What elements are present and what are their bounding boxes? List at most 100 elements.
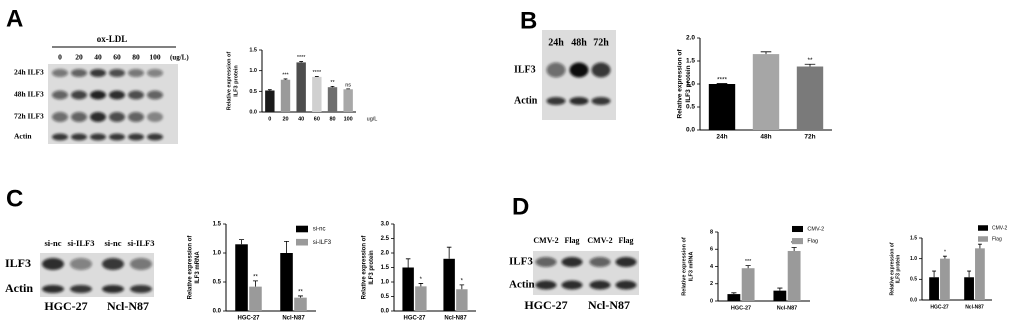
blot-band — [147, 133, 163, 141]
blot-band — [569, 97, 589, 105]
y-tick-label: 3.0 — [381, 222, 390, 228]
panel-letter: D — [512, 193, 529, 220]
x-tick-label: 72h — [804, 134, 815, 141]
blot-band — [109, 133, 125, 141]
y-tick-label: 0.5 — [249, 89, 257, 95]
blot-band — [615, 280, 637, 290]
error-bar — [267, 89, 272, 91]
blot-band — [128, 133, 144, 141]
y-tick-label: 2.5 — [381, 236, 390, 242]
significance-label: ns — [345, 82, 351, 88]
error-bar — [804, 63, 816, 67]
panel-letter: C — [6, 185, 23, 212]
blot-lane-label: 20 — [75, 53, 83, 62]
bar — [741, 268, 755, 301]
x-tick-label: 20 — [282, 116, 288, 122]
significance-label: * — [944, 250, 946, 256]
blot-header: ox-LDL — [97, 34, 128, 44]
blot-band — [615, 257, 637, 267]
bar — [787, 250, 801, 301]
y-tick-label: 1.5 — [686, 58, 695, 65]
blot-band — [71, 90, 87, 100]
error-bar — [791, 247, 797, 251]
x-tick-label: 40 — [298, 116, 304, 122]
x-axis-label: ug/L — [367, 116, 378, 122]
blot-band — [71, 69, 87, 77]
y-tick-label: 0.5 — [686, 104, 695, 111]
legend-label: Flag — [807, 239, 818, 245]
legend-label: si-nc — [313, 227, 326, 233]
x-tick-label: HGC-27 — [237, 316, 260, 322]
legend-label: CMV-2 — [807, 226, 824, 232]
blot-cell-line: HGC-27 — [44, 299, 87, 313]
error-bar — [239, 239, 245, 245]
legend-swatch — [792, 238, 803, 245]
error-bar — [459, 284, 465, 290]
error-bar — [330, 85, 335, 88]
blot-lane-label: 60 — [113, 53, 121, 62]
legend-label: si-ILF3 — [313, 240, 332, 246]
x-tick-label: Ncl-N87 — [444, 316, 467, 322]
blot-band — [561, 280, 583, 290]
blot-band — [70, 258, 92, 270]
blot-lane-label: 72h — [593, 37, 609, 48]
y-tick-label: 0.0 — [213, 309, 222, 315]
significance-label: * — [420, 277, 423, 283]
bar — [975, 248, 985, 300]
y-tick-label: 1.5 — [213, 222, 222, 228]
bar — [343, 89, 353, 112]
bar — [727, 294, 741, 301]
y-axis-label: Relative expression of — [226, 52, 232, 111]
blot-band — [535, 257, 557, 267]
legend-swatch — [978, 236, 988, 242]
error-bar — [418, 283, 424, 287]
x-tick-label: HGC-27 — [731, 305, 751, 311]
bar — [456, 289, 468, 311]
y-tick-label: 0 — [710, 298, 713, 304]
blot-lane-label: 100 — [149, 53, 161, 62]
blot-row-label: Actin — [509, 279, 535, 291]
blot-row-label: ILF3 — [514, 64, 536, 75]
bar — [929, 277, 939, 300]
bar — [312, 76, 322, 112]
blot-band — [109, 69, 125, 77]
x-tick-label: Ncl-N87 — [282, 316, 305, 322]
y-tick-label: 2.0 — [686, 35, 695, 42]
blot-row-label: ILF3 — [509, 256, 533, 268]
error-bar — [731, 292, 737, 295]
y-tick-label: 6 — [710, 247, 713, 253]
blot-band — [90, 90, 106, 100]
blot-band — [109, 90, 125, 100]
x-tick-label: 24h — [716, 134, 727, 141]
panel-letter: B — [520, 7, 537, 34]
error-bar — [942, 255, 947, 259]
y-tick-label: 8 — [710, 229, 713, 235]
y-axis-label: ILF3 mRNA — [688, 252, 694, 282]
blot-band — [42, 258, 64, 270]
blot-band — [535, 280, 557, 290]
blot-band — [52, 69, 68, 77]
blot-row-label: ILF3 — [5, 256, 31, 270]
y-axis-label: ILF3 protein — [233, 65, 239, 97]
blot-band — [52, 133, 68, 141]
blot-band — [130, 285, 152, 293]
error-bar — [967, 270, 972, 278]
x-tick-label: 80 — [329, 116, 335, 122]
blot-band — [589, 280, 611, 290]
significance-label: *** — [745, 259, 752, 265]
blot-band — [128, 112, 144, 122]
blot-lane-label: Flag — [564, 236, 579, 245]
blot-band — [130, 258, 152, 270]
y-tick-label: 1.0 — [381, 280, 390, 286]
x-tick-label: 0 — [268, 116, 271, 122]
blot-band — [102, 285, 124, 293]
bar — [280, 253, 293, 311]
x-tick-label: 48h — [760, 134, 771, 141]
bar — [752, 54, 780, 130]
bar — [773, 290, 787, 301]
y-tick-label: 1.0 — [686, 81, 695, 88]
error-bar — [446, 246, 452, 259]
blot-lane-label: si-nc — [45, 238, 62, 248]
legend-swatch — [978, 225, 988, 231]
